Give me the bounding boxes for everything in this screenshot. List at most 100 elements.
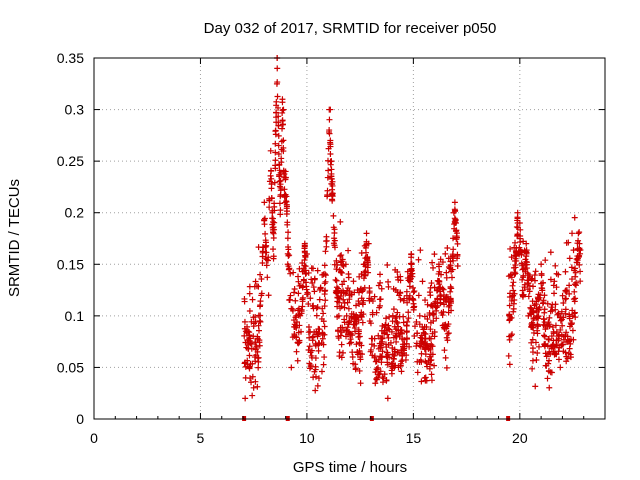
data-point xyxy=(544,375,551,382)
data-point xyxy=(521,284,528,291)
data-point xyxy=(273,98,280,105)
data-point xyxy=(246,283,253,290)
data-point xyxy=(346,292,353,299)
data-point xyxy=(430,311,437,318)
data-point xyxy=(256,318,263,325)
data-point xyxy=(356,339,363,346)
data-point xyxy=(276,183,283,190)
data-point xyxy=(551,278,558,285)
data-point xyxy=(312,355,319,362)
data-point xyxy=(400,313,407,320)
data-point xyxy=(327,151,334,158)
data-point xyxy=(553,270,560,277)
data-point xyxy=(246,337,253,344)
data-point xyxy=(334,298,341,305)
data-point xyxy=(427,343,434,350)
data-point xyxy=(394,274,401,281)
data-point xyxy=(372,380,379,387)
data-point xyxy=(299,303,306,310)
data-point xyxy=(523,261,530,268)
data-point xyxy=(275,151,282,158)
data-point xyxy=(524,286,531,293)
data-point xyxy=(330,212,337,219)
data-point xyxy=(344,324,351,331)
data-point xyxy=(245,328,252,335)
data-point xyxy=(510,308,517,315)
data-point xyxy=(552,322,559,329)
data-point xyxy=(397,290,404,297)
data-point xyxy=(559,292,566,299)
data-point xyxy=(257,271,264,278)
data-point xyxy=(447,285,454,292)
data-point xyxy=(393,338,400,345)
data-point xyxy=(429,303,436,310)
data-point xyxy=(576,229,583,236)
data-point xyxy=(398,368,405,375)
data-point xyxy=(411,288,418,295)
data-point xyxy=(535,343,542,350)
data-point xyxy=(378,359,385,366)
data-point xyxy=(346,328,353,335)
data-point xyxy=(291,286,298,293)
data-point xyxy=(355,298,362,305)
data-point xyxy=(262,255,269,262)
data-point xyxy=(333,266,340,273)
data-point xyxy=(277,187,284,194)
data-point xyxy=(360,311,367,318)
data-point xyxy=(507,245,514,252)
data-point xyxy=(413,318,420,325)
data-point xyxy=(435,261,442,268)
data-point xyxy=(279,121,286,128)
data-point xyxy=(405,315,412,322)
data-point xyxy=(434,296,441,303)
data-point xyxy=(505,352,512,359)
data-point xyxy=(336,295,343,302)
data-point xyxy=(550,328,557,335)
data-point xyxy=(272,140,279,147)
data-point xyxy=(550,282,557,289)
data-point xyxy=(275,132,282,139)
data-point xyxy=(376,340,383,347)
data-point xyxy=(340,296,347,303)
data-point xyxy=(531,272,538,279)
data-point xyxy=(358,295,365,302)
data-point xyxy=(444,330,451,337)
data-point xyxy=(314,304,321,311)
data-point xyxy=(447,258,454,265)
data-point xyxy=(308,265,315,272)
data-point xyxy=(443,269,450,276)
data-point xyxy=(516,244,523,251)
data-point xyxy=(418,332,425,339)
data-point xyxy=(533,356,540,363)
data-point xyxy=(540,316,547,323)
data-point xyxy=(386,354,393,361)
data-point xyxy=(543,353,550,360)
data-point xyxy=(394,268,401,275)
data-point xyxy=(298,306,305,313)
data-point xyxy=(427,319,434,326)
data-point xyxy=(375,332,382,339)
data-point xyxy=(506,333,513,340)
data-point xyxy=(275,122,282,129)
data-point xyxy=(360,275,367,282)
data-point xyxy=(566,255,573,262)
data-point xyxy=(572,295,579,302)
data-point xyxy=(417,247,424,254)
data-point xyxy=(269,215,276,222)
data-point xyxy=(404,299,411,306)
data-point xyxy=(300,276,307,283)
data-point xyxy=(346,318,353,325)
data-point xyxy=(353,341,360,348)
data-point xyxy=(520,265,527,272)
data-point xyxy=(351,321,358,328)
data-point xyxy=(255,327,262,334)
data-point xyxy=(364,258,371,265)
data-point xyxy=(563,288,570,295)
data-point xyxy=(295,290,302,297)
data-point xyxy=(390,306,397,313)
data-point xyxy=(422,374,429,381)
y-tick-label: 0.3 xyxy=(65,102,85,118)
data-point xyxy=(530,329,537,336)
data-point xyxy=(324,187,331,194)
data-point xyxy=(279,109,286,116)
